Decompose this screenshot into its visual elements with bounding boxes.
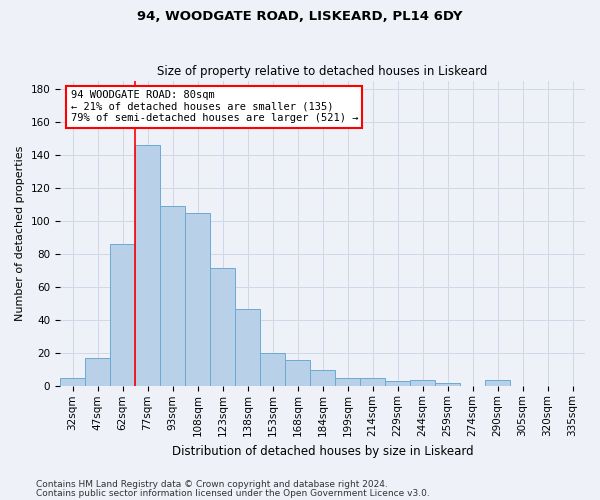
Bar: [310, 370, 335, 386]
Title: Size of property relative to detached houses in Liskeard: Size of property relative to detached ho…: [157, 66, 488, 78]
Bar: [260, 354, 285, 386]
Bar: [135, 146, 160, 386]
Bar: [210, 268, 235, 386]
Bar: [60, 378, 85, 386]
Bar: [110, 244, 135, 386]
Text: Contains HM Land Registry data © Crown copyright and database right 2024.: Contains HM Land Registry data © Crown c…: [36, 480, 388, 489]
Bar: [235, 309, 260, 386]
Bar: [435, 383, 460, 386]
Text: 94, WOODGATE ROAD, LISKEARD, PL14 6DY: 94, WOODGATE ROAD, LISKEARD, PL14 6DY: [137, 10, 463, 23]
Bar: [360, 378, 385, 386]
Bar: [285, 360, 310, 386]
Bar: [385, 382, 410, 386]
Text: Contains public sector information licensed under the Open Government Licence v3: Contains public sector information licen…: [36, 488, 430, 498]
X-axis label: Distribution of detached houses by size in Liskeard: Distribution of detached houses by size …: [172, 444, 473, 458]
Bar: [85, 358, 110, 386]
Bar: [410, 380, 435, 386]
Bar: [160, 206, 185, 386]
Bar: [485, 380, 510, 386]
Bar: [335, 378, 360, 386]
Bar: [185, 213, 210, 386]
Y-axis label: Number of detached properties: Number of detached properties: [15, 146, 25, 322]
Text: 94 WOODGATE ROAD: 80sqm
← 21% of detached houses are smaller (135)
79% of semi-d: 94 WOODGATE ROAD: 80sqm ← 21% of detache…: [71, 90, 358, 124]
